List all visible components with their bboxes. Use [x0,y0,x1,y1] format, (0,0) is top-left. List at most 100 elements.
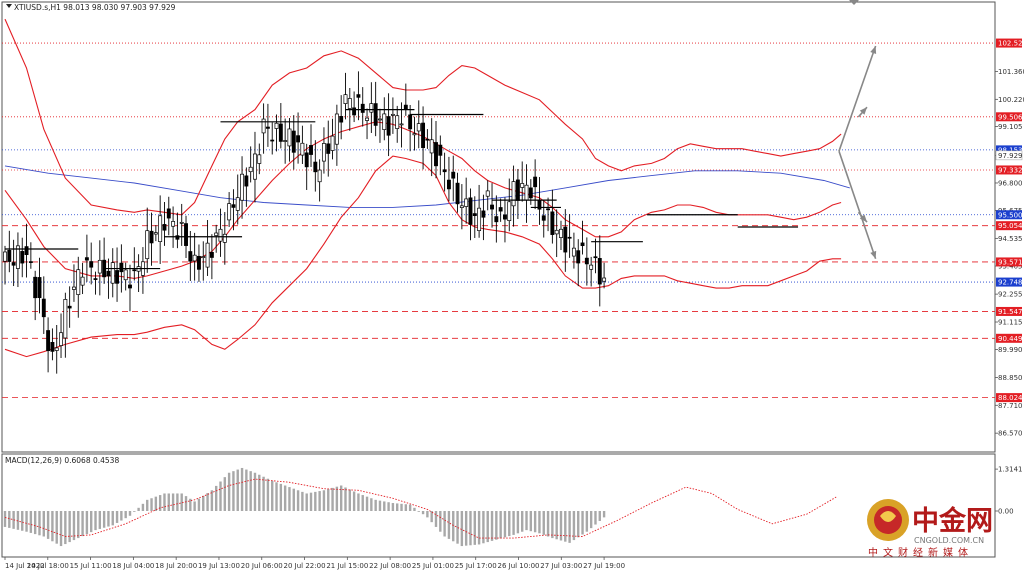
pivot-segments [5,109,799,270]
macd-bar [598,511,601,521]
macd-bar [400,503,403,511]
price-pane: 101.360100.22099.10597.92996.80095.67594… [1,0,1024,453]
macd-bar [327,489,330,511]
level-label-box [996,38,1022,48]
macd-histogram [3,467,606,547]
macd-bar [508,511,511,537]
macd-bar [309,492,313,511]
candle-body [455,182,460,205]
macd-bar [271,480,274,511]
candle-body [317,169,322,183]
candle-body [421,122,426,149]
macd-bar [456,511,459,544]
candle-body [464,198,469,207]
y-tick-label: 101.360 [998,68,1024,76]
macd-bar [202,495,205,511]
y-tick-label: 99.105 [998,123,1023,131]
candle-body [63,299,68,339]
macd-axis: 1.3141 0.00 [995,466,1023,516]
candle-body [33,276,38,299]
candle-body [11,262,16,266]
macd-bar [344,487,347,511]
candle-body [589,264,594,270]
macd-bar [206,493,209,511]
macd-bar [240,467,244,511]
watermark-slogan: 中文财经新媒体 [868,546,973,559]
level-label-box [996,333,1022,343]
symbol-menu-icon[interactable] [6,4,12,8]
candle-body [597,258,602,285]
candle-body [593,256,598,259]
candle-body [438,144,443,156]
macd-bar [439,511,442,532]
candle-body [408,114,413,130]
macd-bar [391,503,395,511]
x-tick-label: 14 Jul 18:00 [27,562,69,570]
x-tick-label: 18 Jul 20:00 [155,562,197,570]
level-label: 93.571 [998,258,1023,266]
macd-bar [572,511,576,541]
candle-body [41,298,46,318]
current-price-label: 97.929 [998,152,1023,160]
candle-body [209,252,214,258]
macd-bar [555,511,558,540]
macd-bar [77,511,80,539]
level-label: 102.521 [998,40,1024,48]
macd-bar [602,511,606,518]
macd-bar [223,477,227,511]
macd-bar [417,511,420,512]
candle-body [227,203,232,221]
candle-body [67,305,72,309]
macd-bar [361,495,364,511]
macd-signal [4,478,838,539]
candle-body [166,208,171,219]
candle-body [434,142,438,167]
candle-body [390,113,395,116]
macd-tick-label: 1.3141 [998,466,1023,474]
macd-bar [12,511,15,529]
macd-pane-frame [1,453,996,558]
candle-body [321,143,326,162]
macd-bar [33,511,37,535]
candle-body [352,107,357,116]
macd-bar [29,511,33,533]
x-tick-label: 15 Jul 11:00 [70,562,112,570]
candle-body [110,262,115,284]
level-label: 99.506 [998,113,1023,121]
macd-bar [102,511,106,528]
macd-bar [331,487,334,511]
macd-bar [38,511,41,536]
candle-body [343,94,348,104]
macd-bar [426,511,429,518]
watermark-url: CNGOLD.COM.CN [914,536,984,545]
macd-bar [197,498,201,511]
candle-body [313,161,318,173]
current-price-box [995,150,1023,161]
y-tick-label: 86.570 [998,430,1023,438]
macd-bar [279,483,283,511]
macd-bar [141,503,145,511]
macd-bar [176,493,179,511]
candle-body [416,123,421,132]
macd-bar [120,511,123,521]
candle-body [541,215,546,221]
arrow-head-icon [859,214,867,223]
price-axis: 101.360100.22099.10597.92996.80095.67594… [995,68,1024,438]
macd-bar [158,495,162,511]
macd-bar [499,511,502,539]
macd-bar [365,496,369,511]
candle-body [347,98,352,109]
candle-body [153,232,158,235]
candle-body [425,138,430,141]
x-tick-label: 22 Jul 08:00 [369,562,411,570]
level-label: 98.153 [998,146,1023,154]
macd-bar [490,511,494,541]
macd-bar [594,511,597,525]
candle-body [515,179,520,201]
macd-bar [68,511,71,543]
macd-bar [301,491,304,511]
level-label-box [996,306,1022,316]
level-label: 95.500 [998,211,1023,219]
x-tick-label: 14 Jul 2022 [5,562,45,570]
candle-body [97,259,102,274]
